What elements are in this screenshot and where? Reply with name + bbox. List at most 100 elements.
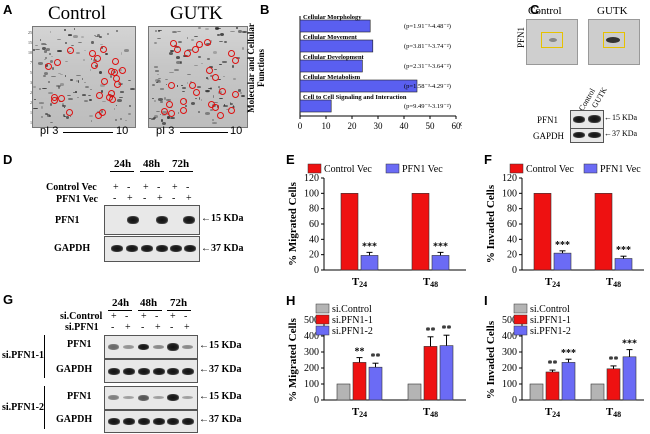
- gel-spot: [194, 35, 198, 38]
- y-tick-label: 100: [502, 188, 517, 199]
- gel-spot: [155, 110, 160, 113]
- gel-spot: [198, 27, 201, 30]
- gel-spot: [51, 56, 53, 58]
- significance-mark: **: [355, 347, 365, 358]
- marked-spot: [168, 82, 176, 90]
- blot-g-pfn1-b: [104, 386, 198, 410]
- gel-spot: [178, 41, 183, 44]
- gel-spot: [177, 111, 180, 115]
- gel-spot: [66, 116, 69, 119]
- sign-cell: -: [113, 193, 117, 204]
- marked-spot: [174, 46, 182, 54]
- blot-g-row-pfn1-b: PFN1: [67, 391, 92, 402]
- legend-swatch: [513, 325, 528, 336]
- gel-spot: [208, 66, 214, 69]
- blot-d-marker-15: ←15 KDa: [201, 213, 244, 224]
- gel-spot: [195, 98, 198, 100]
- legend-swatch: [513, 314, 528, 325]
- panel-label-b: B: [260, 2, 270, 17]
- gel-spot: [161, 119, 163, 122]
- gel-spot: [197, 111, 201, 114]
- legend-label: si.PFN1-2: [530, 326, 571, 337]
- gel-spot: [209, 74, 214, 77]
- gel-spot: [172, 31, 178, 34]
- bar-category-label: Cellular Morphology: [303, 14, 362, 21]
- y-tick-label: 100: [304, 379, 319, 390]
- gel-spot: [88, 94, 92, 96]
- gel-spot: [41, 42, 46, 45]
- blot-c-pfn1: [570, 110, 604, 129]
- group-si-pfn1-2: si.PFN1-2: [2, 402, 44, 413]
- panel-label-h: H: [286, 293, 296, 308]
- blot-c-marker-15: ←15 KDa: [604, 113, 638, 122]
- gel-spot: [73, 92, 75, 94]
- gel-spot: [153, 66, 159, 68]
- band: [573, 132, 585, 138]
- gel-spot: [240, 94, 246, 98]
- marked-spot: [90, 62, 98, 70]
- gel-spot: [164, 78, 168, 81]
- y-axis-label: % Invaded Cells: [485, 184, 497, 263]
- legend-label: si.Control: [332, 304, 372, 315]
- band: [153, 345, 164, 349]
- marked-spot: [227, 106, 235, 114]
- gel-spot: [44, 56, 47, 60]
- gel-spot: [119, 118, 122, 121]
- band: [153, 396, 164, 399]
- group-bracket: [44, 335, 45, 378]
- y-tick-label: 60: [309, 219, 319, 230]
- gel-spot: [73, 35, 79, 38]
- gel-spot: [238, 30, 242, 34]
- gel-spot: [33, 48, 36, 51]
- gel-spot: [89, 88, 93, 90]
- gel-spot: [115, 118, 117, 121]
- bar-category-label: Cellular Metabolism: [303, 74, 361, 81]
- gel-spot: [44, 50, 48, 53]
- category-label: T24: [352, 276, 367, 289]
- band: [108, 395, 119, 400]
- gel-spot: [130, 87, 135, 91]
- marked-spot: [169, 39, 177, 47]
- gel-spot: [40, 115, 44, 118]
- bar-category-label: Cellular Movement: [303, 34, 358, 41]
- sign-cell: -: [184, 311, 188, 322]
- gel-spot: [191, 38, 195, 41]
- blot-c-gapdh: [570, 128, 604, 143]
- band: [182, 396, 193, 399]
- chart-b: 0 10 20 30 40 50 60% Cellular Morphology Cellula…: [298, 14, 462, 131]
- gel-spot: [128, 80, 132, 82]
- y-tick-label: 0: [512, 265, 517, 276]
- legend-label: si.Control: [530, 304, 570, 315]
- significance-mark: ***: [622, 339, 637, 350]
- band: [182, 418, 194, 425]
- gel-spot: [230, 31, 236, 33]
- gel-spot: [61, 103, 64, 106]
- gel-spot: [34, 98, 36, 100]
- y-tick-label: 500: [502, 315, 517, 326]
- band: [167, 343, 179, 351]
- band: [170, 245, 182, 252]
- sign-cell: -: [157, 182, 161, 193]
- gel-spot: [39, 87, 42, 90]
- bar: [439, 345, 454, 401]
- marked-spot: [205, 67, 213, 75]
- gel-control-image: [32, 26, 136, 128]
- marked-spot: [212, 73, 220, 81]
- tp-line: [167, 310, 191, 311]
- bar: [606, 368, 621, 401]
- panel-label-c: C: [530, 2, 540, 17]
- band: [153, 418, 165, 425]
- gel-spot: [219, 63, 223, 66]
- gel-spot: [169, 52, 173, 55]
- category-label: T24: [545, 406, 560, 419]
- blot-g-marker-37-b: ←37 KDa: [199, 414, 242, 425]
- gel-spot: [84, 81, 87, 84]
- ph-right-label-2: 10: [230, 125, 243, 137]
- marked-spot: [51, 97, 59, 105]
- sign-cell: +: [113, 182, 119, 193]
- gel-spot: [38, 62, 43, 65]
- row-control-vec: Control Vec: [46, 182, 97, 193]
- y-tick-label: 300: [502, 347, 517, 358]
- category-label: T48: [423, 406, 438, 419]
- gel-spot: [150, 118, 155, 120]
